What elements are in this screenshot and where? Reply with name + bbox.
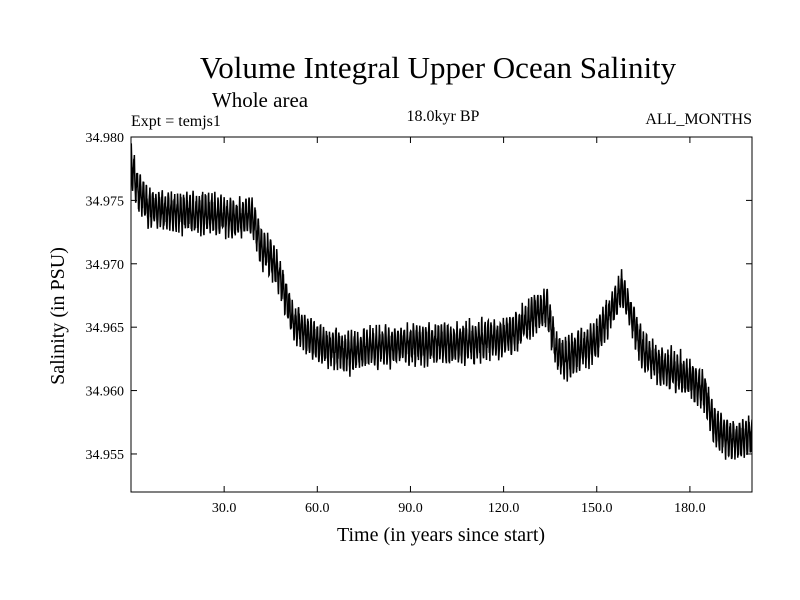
- x-tick-label: 60.0: [305, 501, 330, 516]
- x-tick-label: 120.0: [488, 501, 520, 516]
- y-tick-label: 34.975: [86, 194, 125, 209]
- y-tick-label: 34.955: [86, 448, 125, 463]
- x-tick-label: 30.0: [212, 501, 237, 516]
- plot-area: [131, 143, 752, 460]
- x-axis: 30.0 60.0 90.0 120.0 150.0 180.0: [212, 137, 706, 516]
- period-label: 18.0kyr BP: [407, 108, 480, 125]
- chart-subtitle: Whole area: [212, 88, 309, 112]
- y-axis: 34.955 34.960 34.965 34.970 34.975 34.980: [86, 131, 752, 463]
- y-tick-label: 34.970: [86, 258, 125, 273]
- y-tick-label: 34.980: [86, 131, 125, 146]
- x-tick-label: 150.0: [581, 501, 613, 516]
- y-axis-label: Salinity (in PSU): [47, 247, 69, 385]
- x-tick-label: 180.0: [674, 501, 706, 516]
- x-tick-label: 90.0: [398, 501, 423, 516]
- experiment-label: Expt = temjs1: [131, 113, 221, 130]
- chart-title: Volume Integral Upper Ocean Salinity: [200, 50, 677, 85]
- salinity-series-line: [131, 143, 752, 460]
- x-axis-label: Time (in years since start): [337, 524, 545, 546]
- plot-frame: [130, 136, 753, 493]
- y-tick-label: 34.960: [86, 385, 125, 400]
- months-label: ALL_MONTHS: [645, 111, 752, 128]
- y-tick-label: 34.965: [86, 321, 125, 336]
